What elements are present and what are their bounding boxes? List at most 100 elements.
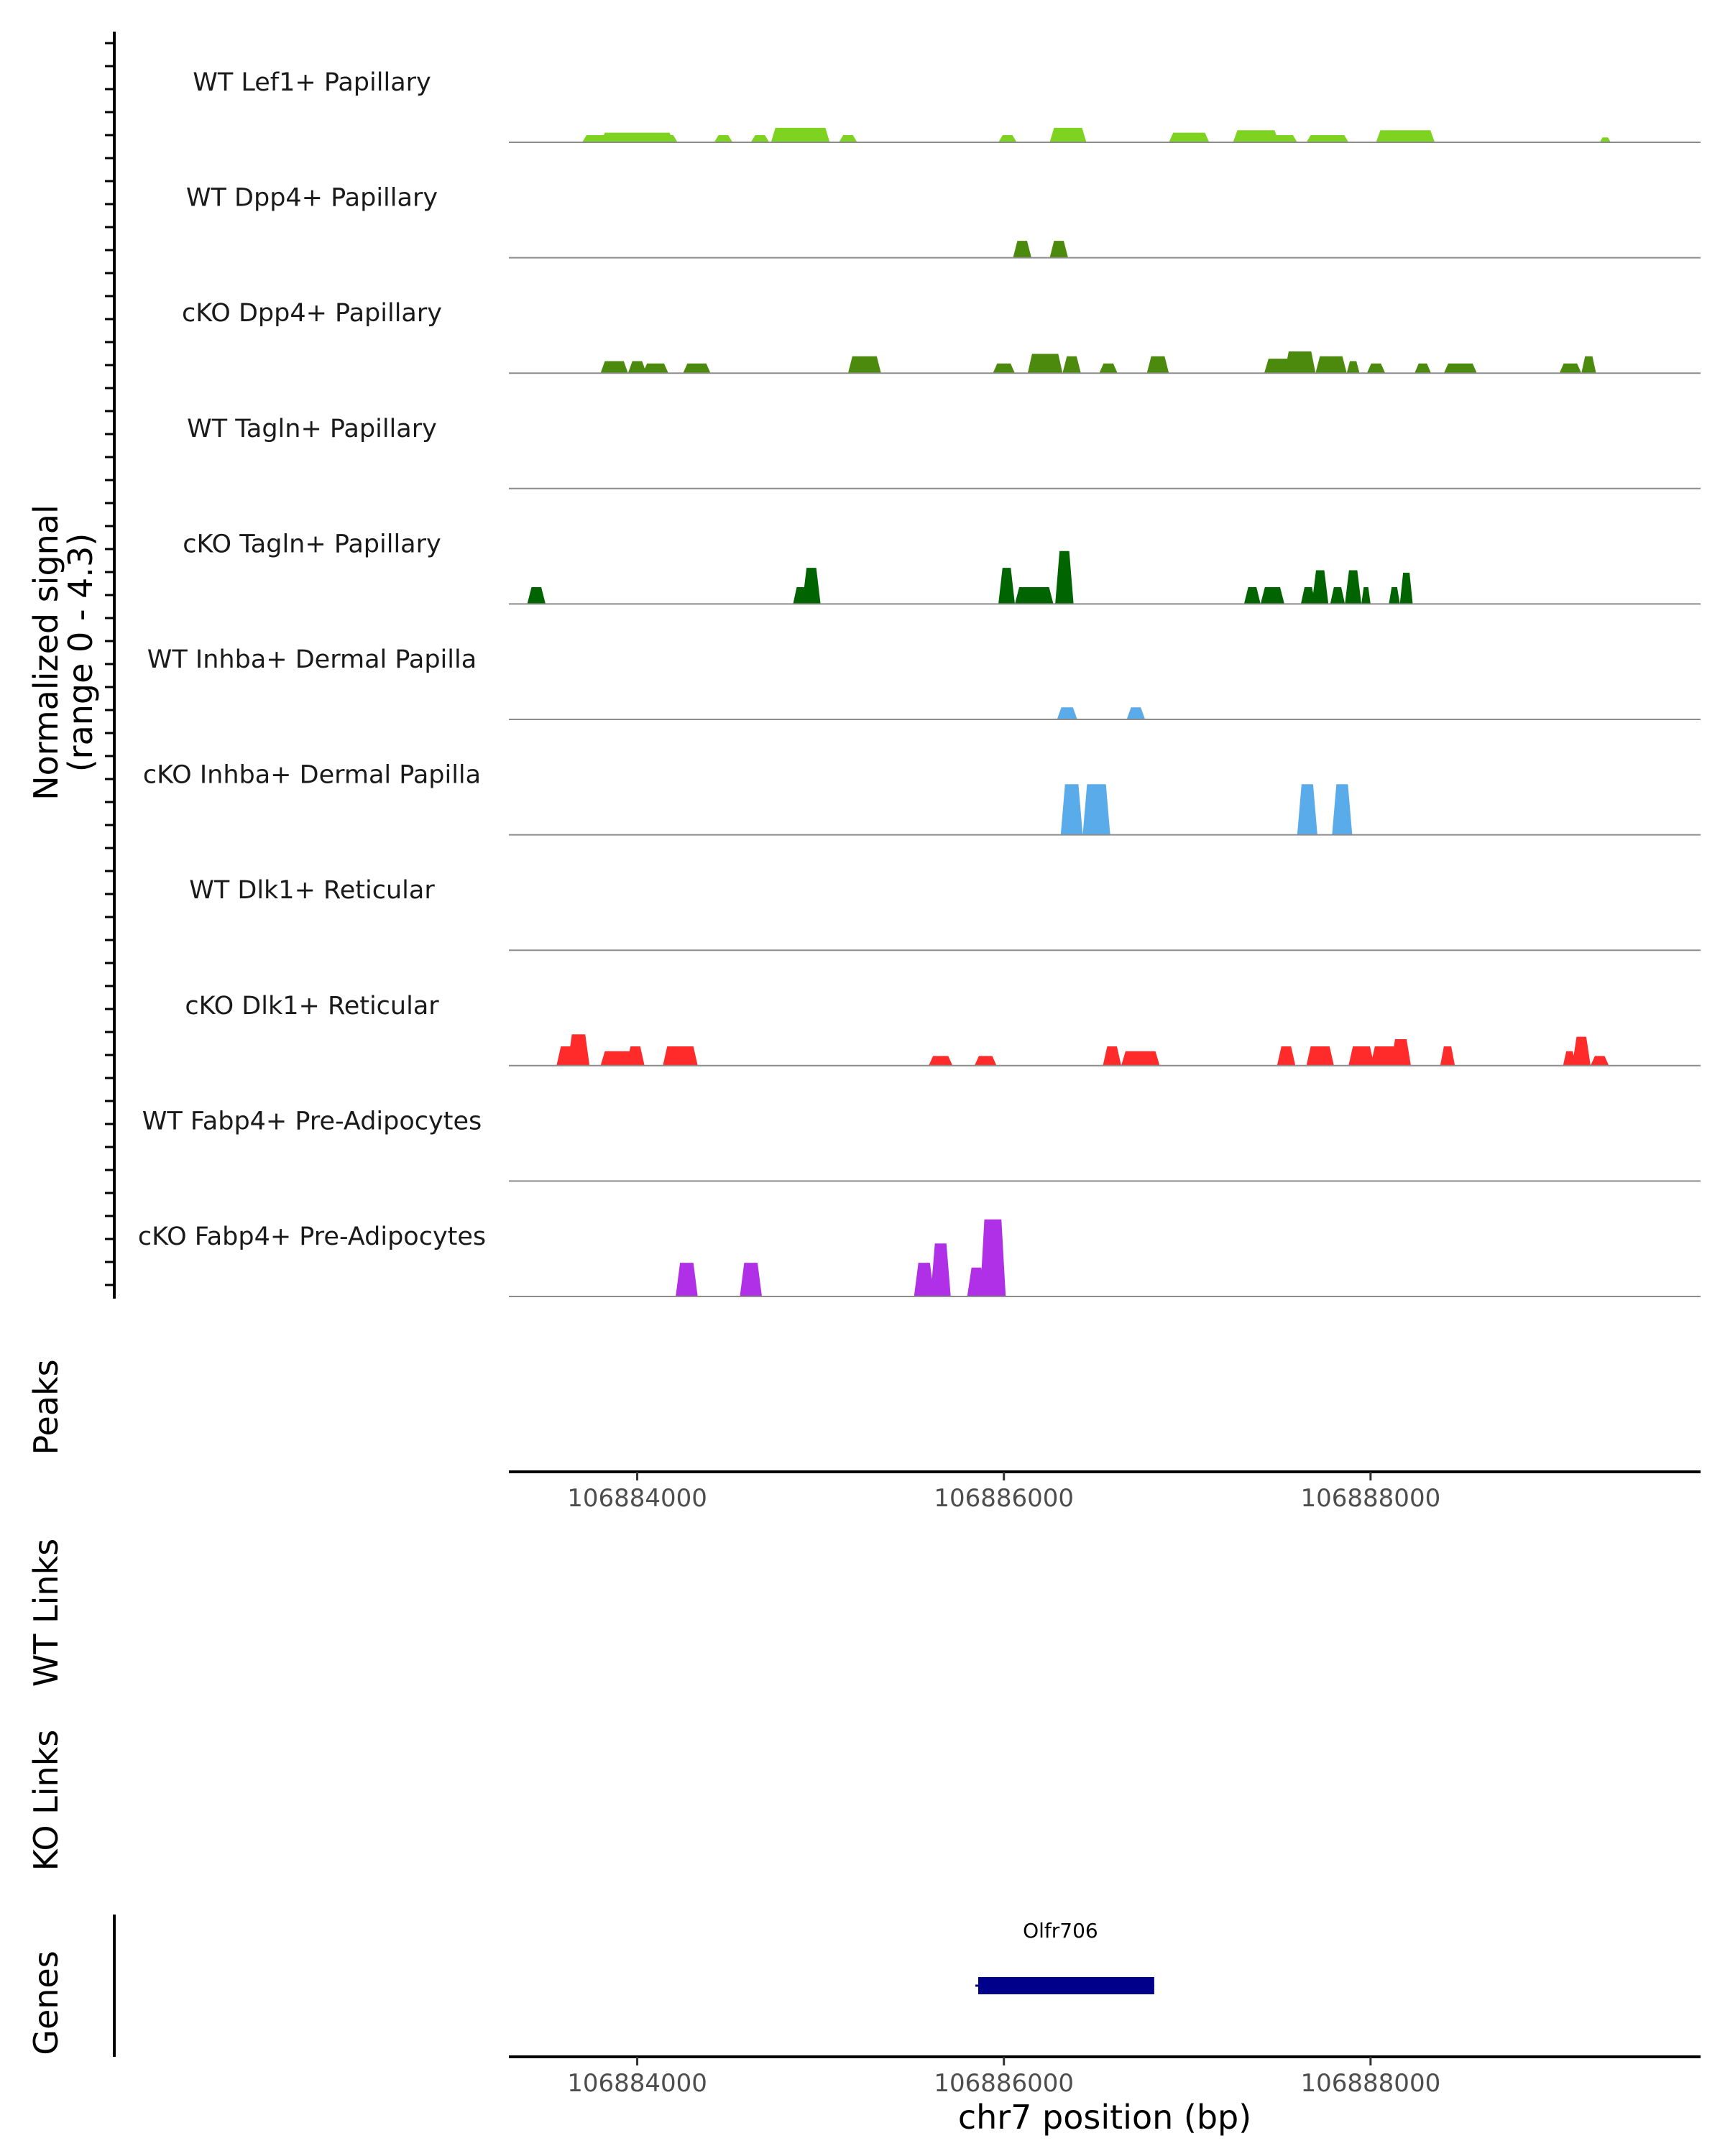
- coverage-peak: [974, 1056, 997, 1066]
- coverage-peak: [1027, 354, 1063, 374]
- coverage-track: WT Dpp4+ Papillary: [186, 184, 1701, 259]
- coverage-peak: [600, 132, 674, 142]
- coverage-peak: [1049, 241, 1068, 258]
- coverage-peak: [1284, 351, 1316, 374]
- coverage-peak: [1345, 570, 1362, 604]
- coverage-peak: [1306, 134, 1349, 142]
- coverage-peak: [1099, 363, 1118, 374]
- coverage-peak: [847, 356, 881, 374]
- coverage-peak: [914, 1263, 934, 1296]
- coverage-peak: [1126, 707, 1146, 719]
- track-label: cKO Dlk1+ Reticular: [185, 992, 439, 1021]
- x-axis-bottom: 106884000 106886000 106888000: [509, 2055, 1701, 2098]
- coverage-peak: [1332, 784, 1353, 835]
- coverage-peak: [1057, 707, 1077, 719]
- coverage-peak: [1271, 134, 1297, 142]
- coverage-peak: [663, 1046, 698, 1066]
- coverage-peak: [1312, 570, 1329, 604]
- coverage-peak: [1370, 1046, 1399, 1066]
- coverage-peak: [1414, 363, 1432, 374]
- coverage-peak: [600, 1051, 634, 1066]
- coverage-peak: [659, 134, 678, 142]
- track-label: cKO Tagln+ Papillary: [183, 530, 441, 558]
- track-label: WT Fabp4+ Pre-Adipocytes: [142, 1107, 482, 1135]
- x-axis-title: chr7 position (bp): [958, 2098, 1251, 2137]
- coverage-peak: [1013, 241, 1031, 258]
- coverage-peak: [929, 1056, 953, 1066]
- peaks-track-label: Peaks: [27, 1359, 65, 1455]
- coverage-track: WT Tagln+ Papillary: [187, 415, 1701, 489]
- coverage-peak: [1062, 356, 1081, 374]
- track-label: WT Dpp4+ Papillary: [186, 184, 438, 213]
- y-axis-subtitle: (range 0 - 4.3): [61, 533, 100, 773]
- coverage-track: cKO Fabp4+ Pre-Adipocytes: [138, 1219, 1701, 1297]
- coverage-peak: [627, 361, 647, 374]
- coverage-peak: [1590, 1056, 1609, 1066]
- coverage-peak: [567, 1034, 590, 1066]
- coverage-peak: [750, 134, 770, 142]
- coverage-peak: [1260, 586, 1284, 604]
- coverage-peak: [1599, 137, 1611, 142]
- track-label: cKO Inhba+ Dermal Papilla: [143, 761, 481, 790]
- coverage-peak: [802, 568, 821, 604]
- coverage-peak: [600, 361, 628, 374]
- track-label: WT Tagln+ Papillary: [187, 415, 437, 443]
- coverage-peak: [998, 134, 1017, 142]
- x-tick-label: 106886000: [934, 2069, 1074, 2098]
- coverage-peak: [527, 586, 546, 604]
- coverage-peak: [1440, 1046, 1455, 1066]
- coverage-peak: [1300, 586, 1316, 604]
- ko-links-track-label: KO Links: [27, 1730, 65, 1871]
- coverage-peak: [1399, 572, 1413, 604]
- x-tick-label: 106884000: [567, 2069, 707, 2098]
- x-tick-label: 106884000: [567, 1484, 707, 1513]
- coverage-peak: [1276, 1046, 1296, 1066]
- coverage-peak: [626, 1046, 645, 1066]
- coverage-peak: [1389, 586, 1400, 604]
- y-axis-title: Normalized signal: [27, 505, 65, 801]
- coverage-peak: [676, 1263, 698, 1296]
- coverage-peak: [1330, 586, 1346, 604]
- coverage-peak: [714, 134, 733, 142]
- x-tick-label: 106888000: [1301, 1484, 1441, 1513]
- y-axis: [105, 32, 116, 1299]
- coverage-peak: [1390, 1038, 1411, 1066]
- coverage-peak: [1055, 550, 1074, 604]
- coverage-peak: [1581, 356, 1596, 374]
- coverage-peak: [1366, 363, 1386, 374]
- coverage-peak: [1243, 586, 1261, 604]
- track-label: WT Lef1+ Papillary: [193, 68, 431, 97]
- coverage-peak: [998, 568, 1016, 604]
- x-axis-top: 106884000 106886000 106888000: [509, 1470, 1701, 1513]
- coverage-peak: [930, 1243, 951, 1296]
- coverage-peak: [1563, 1051, 1576, 1066]
- track-label: WT Dlk1+ Reticular: [189, 876, 435, 905]
- x-tick-label: 106888000: [1301, 2069, 1441, 2098]
- coverage-peak: [1361, 586, 1371, 604]
- coverage-peak: [1060, 784, 1083, 835]
- coverage-peak: [740, 1263, 763, 1296]
- coverage-peak: [1559, 363, 1582, 374]
- coverage-peak: [1169, 132, 1210, 142]
- genes-track-label: Genes: [27, 1950, 65, 2055]
- coverage-track: WT Inhba+ Dermal Papilla: [147, 645, 1701, 720]
- coverage-peak: [1082, 784, 1110, 835]
- track-label: WT Inhba+ Dermal Papilla: [147, 645, 477, 674]
- track-label: cKO Fabp4+ Pre-Adipocytes: [138, 1222, 486, 1251]
- coverage-peak: [1348, 1046, 1374, 1066]
- coverage-peak: [839, 134, 857, 142]
- track-label: cKO Dpp4+ Papillary: [182, 299, 442, 328]
- coverage-track: WT Lef1+ Papillary: [193, 68, 1701, 143]
- coverage-peak: [643, 363, 668, 374]
- wt-links-track-label: WT Links: [27, 1539, 65, 1687]
- x-tick-label: 106886000: [934, 1484, 1074, 1513]
- coverage-peak: [1376, 130, 1435, 142]
- coverage-peak: [1121, 1051, 1160, 1066]
- gene-label: Olfr706: [1023, 1919, 1098, 1943]
- coverage-peak: [980, 1219, 1006, 1296]
- coverage-peak: [1015, 586, 1054, 604]
- coverage-peak: [770, 127, 830, 142]
- coverage-peak: [683, 363, 711, 374]
- coverage-track: WT Fabp4+ Pre-Adipocytes: [142, 1107, 1701, 1182]
